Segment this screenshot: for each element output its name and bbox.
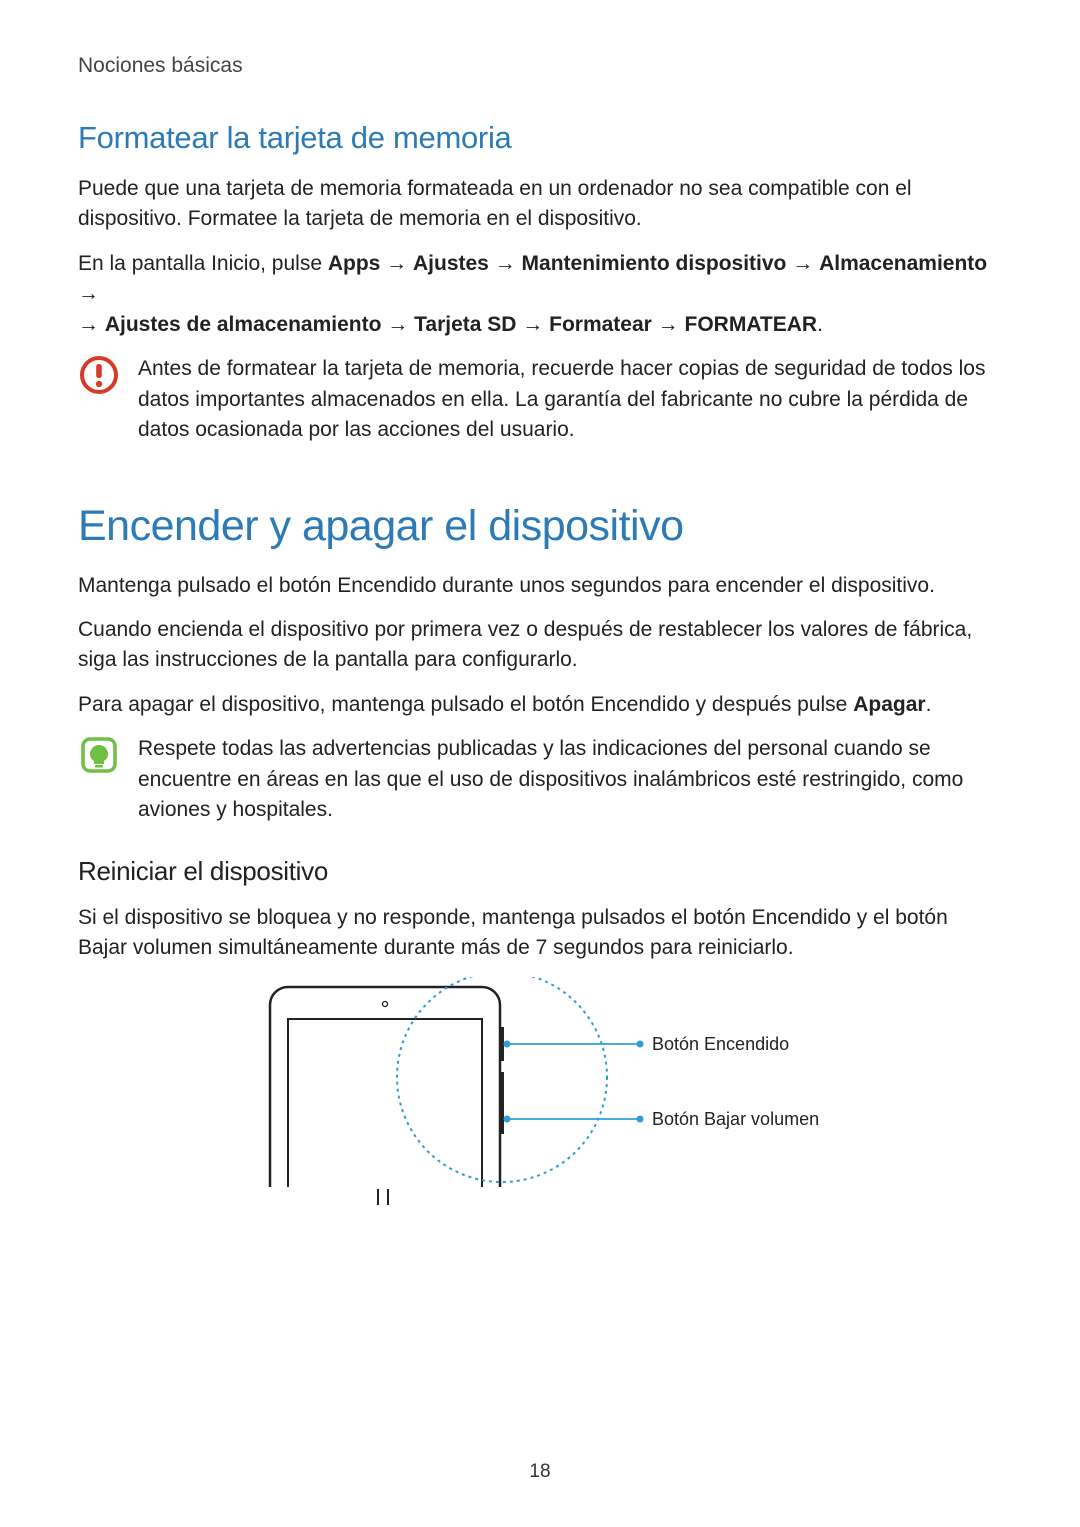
section2-p2: Cuando encienda el dispositivo por prime… <box>78 615 1002 676</box>
almacenamiento-label: Almacenamiento <box>819 252 987 275</box>
warning-icon <box>78 354 120 396</box>
apagar-label: Apagar <box>853 693 925 716</box>
label-power: Botón Encendido <box>652 1034 789 1054</box>
arrow: → <box>381 313 414 336</box>
ajustes-label: Ajustes <box>413 252 489 275</box>
period: . <box>926 693 932 716</box>
arrow: → <box>516 313 549 336</box>
arrow: → <box>78 282 99 305</box>
warning-block: Antes de formatear la tarjeta de memoria… <box>78 354 1002 445</box>
period: . <box>817 313 823 336</box>
note-text: Respete todas las advertencias publicada… <box>138 734 1002 825</box>
tarjeta-sd-label: Tarjeta SD <box>414 313 516 336</box>
section1-title: Formatear la tarjeta de memoria <box>78 120 1002 156</box>
arrow: → <box>652 313 685 336</box>
section2-p1: Mantenga pulsado el botón Encendido dura… <box>78 571 1002 601</box>
arrow: → <box>786 252 819 275</box>
tablet-outline <box>260 987 520 1217</box>
arrow: → <box>78 313 105 336</box>
formatear-caps-label: FORMATEAR <box>685 313 818 336</box>
device-diagram: Botón Encendido Botón Bajar volumen <box>78 977 1002 1217</box>
reiniciar-title: Reiniciar el dispositivo <box>78 856 1002 887</box>
ajustes-almacenamiento-label: Ajustes de almacenamiento <box>105 313 382 336</box>
note-block: Respete todas las advertencias publicada… <box>78 734 1002 825</box>
volume-button <box>500 1072 504 1134</box>
section2-p3: Para apagar el dispositivo, mantenga pul… <box>78 690 1002 720</box>
text: Para apagar el dispositivo, mantenga pul… <box>78 693 853 716</box>
mantenimiento-label: Mantenimiento dispositivo <box>522 252 787 275</box>
reiniciar-p1: Si el dispositivo se bloquea y no respon… <box>78 903 1002 964</box>
power-button <box>500 1027 504 1061</box>
warning-text: Antes de formatear la tarjeta de memoria… <box>138 354 1002 445</box>
arrow: → <box>380 252 413 275</box>
arrow: → <box>489 252 522 275</box>
section1-p2: En la pantalla Inicio, pulse Apps → Ajus… <box>78 249 1002 340</box>
note-icon <box>78 734 120 776</box>
callout-power: Botón Encendido <box>504 1034 790 1054</box>
page-number: 18 <box>0 1461 1080 1483</box>
label-volume: Botón Bajar volumen <box>652 1109 819 1129</box>
callout-volume: Botón Bajar volumen <box>504 1109 820 1129</box>
section1-p1: Puede que una tarjeta de memoria formate… <box>78 174 1002 235</box>
formatear-label: Formatear <box>549 313 652 336</box>
text: En la pantalla Inicio, pulse <box>78 252 328 275</box>
section2-title: Encender y apagar el dispositivo <box>78 502 1002 551</box>
page-header: Nociones básicas <box>78 54 1002 78</box>
apps-label: Apps <box>328 252 381 275</box>
